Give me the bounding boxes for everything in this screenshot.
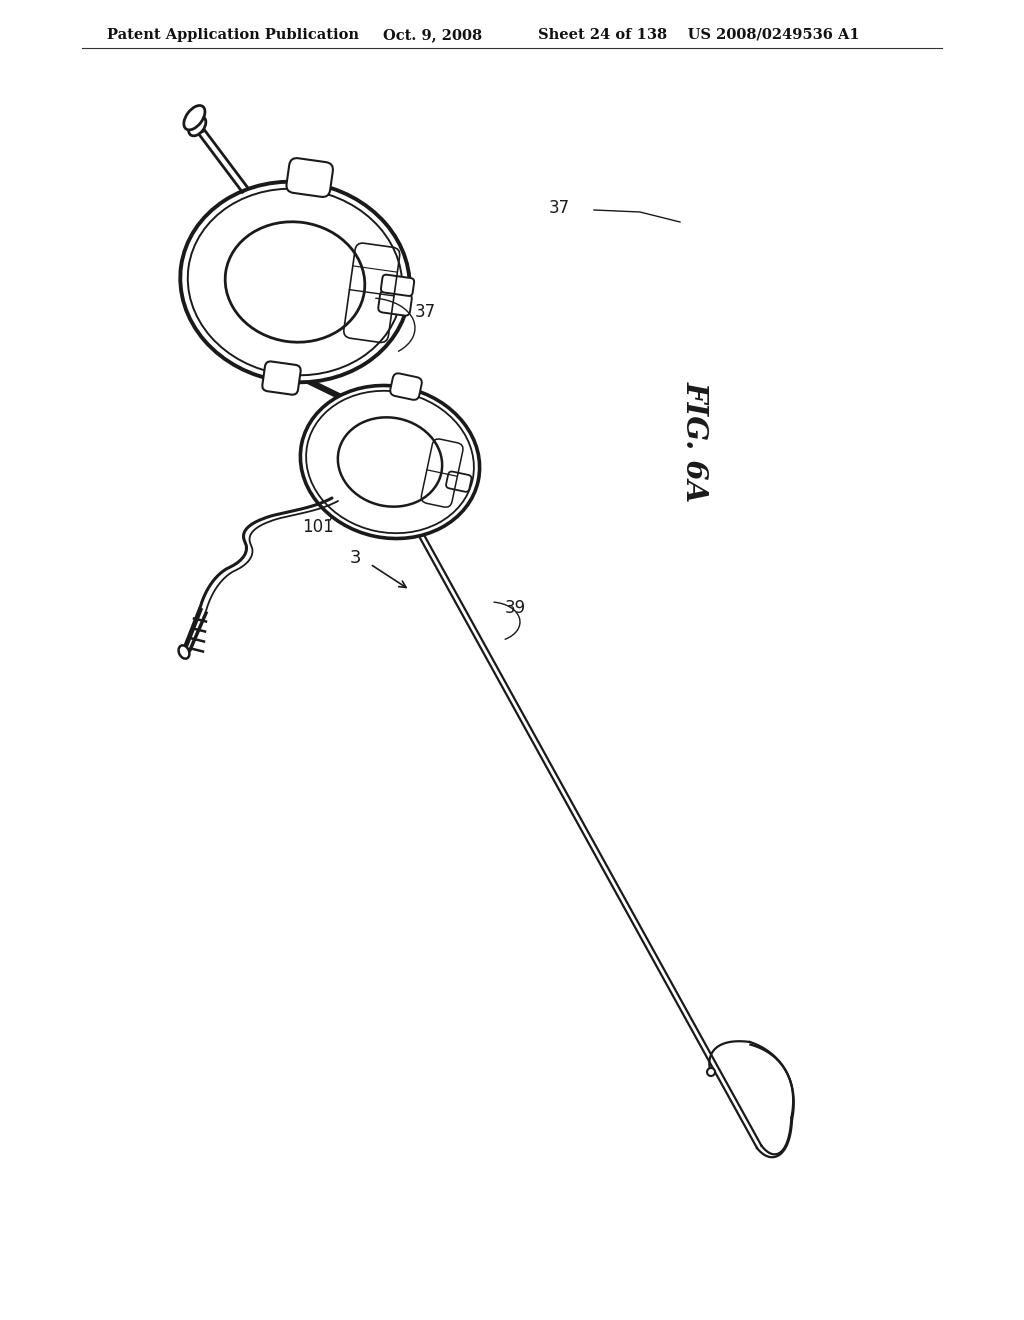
Text: 3: 3 [349,549,360,568]
FancyBboxPatch shape [378,290,412,315]
FancyBboxPatch shape [390,374,422,400]
Text: 101: 101 [302,517,334,536]
Text: 37: 37 [415,304,436,321]
Text: Patent Application Publication: Patent Application Publication [106,28,359,42]
Ellipse shape [184,106,205,129]
Text: 37: 37 [549,199,570,216]
Text: 39: 39 [505,599,526,616]
Ellipse shape [180,182,410,383]
Ellipse shape [188,116,206,136]
Ellipse shape [190,120,204,132]
FancyBboxPatch shape [381,275,414,296]
FancyBboxPatch shape [446,471,471,492]
Ellipse shape [707,1068,715,1076]
Text: Oct. 9, 2008: Oct. 9, 2008 [383,28,482,42]
FancyBboxPatch shape [287,158,333,197]
Ellipse shape [178,645,189,659]
Text: Sheet 24 of 138    US 2008/0249536 A1: Sheet 24 of 138 US 2008/0249536 A1 [538,28,859,42]
Text: FIG. 6A: FIG. 6A [681,381,710,503]
FancyBboxPatch shape [262,362,301,395]
Ellipse shape [300,385,479,539]
Ellipse shape [225,222,365,342]
Ellipse shape [338,417,442,507]
